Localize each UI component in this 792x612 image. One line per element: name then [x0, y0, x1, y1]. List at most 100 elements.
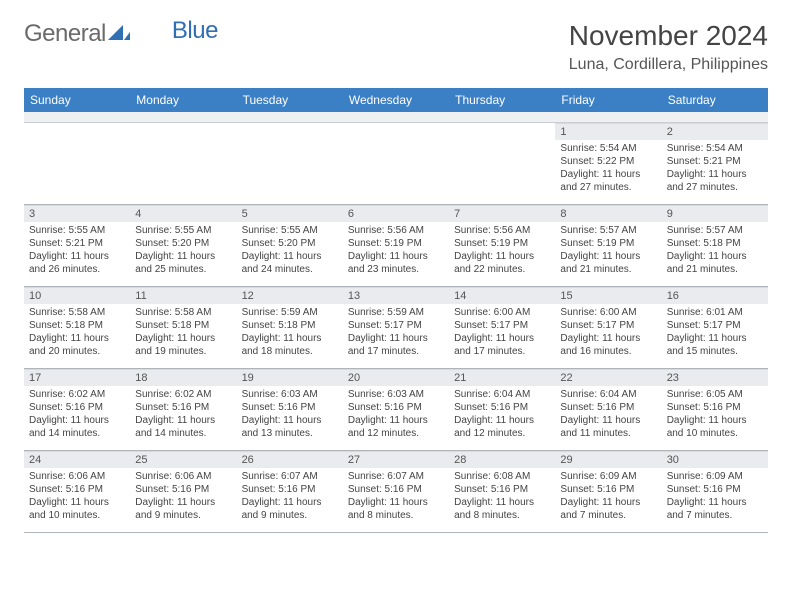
- day-info: Sunrise: 5:59 AMSunset: 5:17 PMDaylight:…: [343, 304, 449, 361]
- daylight-text: Daylight: 11 hours and 16 minutes.: [560, 332, 656, 358]
- day-info: Sunrise: 6:02 AMSunset: 5:16 PMDaylight:…: [130, 386, 236, 443]
- sunset-text: Sunset: 5:16 PM: [242, 483, 338, 496]
- day-info: Sunrise: 5:54 AMSunset: 5:22 PMDaylight:…: [555, 140, 661, 197]
- day-cell: 23Sunrise: 6:05 AMSunset: 5:16 PMDayligh…: [662, 368, 768, 450]
- sunrise-text: Sunrise: 6:09 AM: [667, 470, 763, 483]
- daylight-text: Daylight: 11 hours and 15 minutes.: [667, 332, 763, 358]
- dow-tuesday: Tuesday: [237, 88, 343, 112]
- day-info: Sunrise: 5:56 AMSunset: 5:19 PMDaylight:…: [343, 222, 449, 279]
- day-number: 29: [555, 451, 661, 468]
- sunrise-text: Sunrise: 6:03 AM: [242, 388, 338, 401]
- sunset-text: Sunset: 5:19 PM: [348, 237, 444, 250]
- sunrise-text: Sunrise: 5:55 AM: [242, 224, 338, 237]
- day-info: Sunrise: 5:55 AMSunset: 5:20 PMDaylight:…: [237, 222, 343, 279]
- sunset-text: Sunset: 5:19 PM: [560, 237, 656, 250]
- daylight-text: Daylight: 11 hours and 14 minutes.: [135, 414, 231, 440]
- sunset-text: Sunset: 5:16 PM: [242, 401, 338, 414]
- sunset-text: Sunset: 5:17 PM: [667, 319, 763, 332]
- sunrise-text: Sunrise: 5:55 AM: [29, 224, 125, 237]
- day-cell: 18Sunrise: 6:02 AMSunset: 5:16 PMDayligh…: [130, 368, 236, 450]
- sunset-text: Sunset: 5:16 PM: [135, 483, 231, 496]
- daylight-text: Daylight: 11 hours and 10 minutes.: [29, 496, 125, 522]
- daylight-text: Daylight: 11 hours and 9 minutes.: [135, 496, 231, 522]
- day-cell: [343, 122, 449, 204]
- sunrise-text: Sunrise: 6:05 AM: [667, 388, 763, 401]
- day-cell: 27Sunrise: 6:07 AMSunset: 5:16 PMDayligh…: [343, 450, 449, 532]
- daylight-text: Daylight: 11 hours and 11 minutes.: [560, 414, 656, 440]
- daylight-text: Daylight: 11 hours and 21 minutes.: [667, 250, 763, 276]
- sunrise-text: Sunrise: 5:54 AM: [667, 142, 763, 155]
- daylight-text: Daylight: 11 hours and 13 minutes.: [242, 414, 338, 440]
- day-cell: [130, 122, 236, 204]
- day-info: Sunrise: 6:06 AMSunset: 5:16 PMDaylight:…: [24, 468, 130, 525]
- day-info: Sunrise: 6:03 AMSunset: 5:16 PMDaylight:…: [343, 386, 449, 443]
- daylight-text: Daylight: 11 hours and 25 minutes.: [135, 250, 231, 276]
- day-info: Sunrise: 6:06 AMSunset: 5:16 PMDaylight:…: [130, 468, 236, 525]
- day-info: Sunrise: 6:05 AMSunset: 5:16 PMDaylight:…: [662, 386, 768, 443]
- daylight-text: Daylight: 11 hours and 8 minutes.: [454, 496, 550, 522]
- sunrise-text: Sunrise: 6:02 AM: [135, 388, 231, 401]
- day-cell: 21Sunrise: 6:04 AMSunset: 5:16 PMDayligh…: [449, 368, 555, 450]
- sunset-text: Sunset: 5:18 PM: [242, 319, 338, 332]
- sunrise-text: Sunrise: 6:00 AM: [560, 306, 656, 319]
- day-number: 22: [555, 369, 661, 386]
- day-cell: [449, 122, 555, 204]
- sunrise-text: Sunrise: 5:55 AM: [135, 224, 231, 237]
- sunrise-text: Sunrise: 6:03 AM: [348, 388, 444, 401]
- day-number: 26: [237, 451, 343, 468]
- sunset-text: Sunset: 5:18 PM: [135, 319, 231, 332]
- week-row: 3Sunrise: 5:55 AMSunset: 5:21 PMDaylight…: [24, 204, 768, 286]
- sunrise-text: Sunrise: 6:06 AM: [135, 470, 231, 483]
- sunset-text: Sunset: 5:16 PM: [667, 483, 763, 496]
- sunrise-text: Sunrise: 5:56 AM: [348, 224, 444, 237]
- day-number: 25: [130, 451, 236, 468]
- sunset-text: Sunset: 5:16 PM: [667, 401, 763, 414]
- week-row: 10Sunrise: 5:58 AMSunset: 5:18 PMDayligh…: [24, 286, 768, 368]
- dow-wednesday: Wednesday: [343, 88, 449, 112]
- calendar-table: Sunday Monday Tuesday Wednesday Thursday…: [24, 88, 768, 533]
- sunrise-text: Sunrise: 6:06 AM: [29, 470, 125, 483]
- sunset-text: Sunset: 5:16 PM: [560, 483, 656, 496]
- sunrise-text: Sunrise: 6:02 AM: [29, 388, 125, 401]
- day-cell: 2Sunrise: 5:54 AMSunset: 5:21 PMDaylight…: [662, 122, 768, 204]
- daylight-text: Daylight: 11 hours and 10 minutes.: [667, 414, 763, 440]
- day-info: Sunrise: 6:02 AMSunset: 5:16 PMDaylight:…: [24, 386, 130, 443]
- calendar-page: General Blue November 2024 Luna, Cordill…: [0, 0, 792, 549]
- day-cell: 6Sunrise: 5:56 AMSunset: 5:19 PMDaylight…: [343, 204, 449, 286]
- sunset-text: Sunset: 5:16 PM: [348, 401, 444, 414]
- day-cell: 15Sunrise: 6:00 AMSunset: 5:17 PMDayligh…: [555, 286, 661, 368]
- day-cell: 9Sunrise: 5:57 AMSunset: 5:18 PMDaylight…: [662, 204, 768, 286]
- daylight-text: Daylight: 11 hours and 22 minutes.: [454, 250, 550, 276]
- day-cell: 12Sunrise: 5:59 AMSunset: 5:18 PMDayligh…: [237, 286, 343, 368]
- day-number: 23: [662, 369, 768, 386]
- sunset-text: Sunset: 5:18 PM: [29, 319, 125, 332]
- sunrise-text: Sunrise: 5:59 AM: [242, 306, 338, 319]
- sunrise-text: Sunrise: 6:04 AM: [454, 388, 550, 401]
- day-info: Sunrise: 5:58 AMSunset: 5:18 PMDaylight:…: [24, 304, 130, 361]
- day-cell: 14Sunrise: 6:00 AMSunset: 5:17 PMDayligh…: [449, 286, 555, 368]
- title-block: November 2024 Luna, Cordillera, Philippi…: [569, 20, 768, 74]
- sunrise-text: Sunrise: 6:04 AM: [560, 388, 656, 401]
- day-cell: 19Sunrise: 6:03 AMSunset: 5:16 PMDayligh…: [237, 368, 343, 450]
- day-number: 13: [343, 287, 449, 304]
- sunset-text: Sunset: 5:21 PM: [29, 237, 125, 250]
- day-cell: [237, 122, 343, 204]
- day-number: 8: [555, 205, 661, 222]
- sunrise-text: Sunrise: 6:09 AM: [560, 470, 656, 483]
- day-cell: 5Sunrise: 5:55 AMSunset: 5:20 PMDaylight…: [237, 204, 343, 286]
- day-number: 2: [662, 123, 768, 140]
- brand-logo: General Blue: [24, 20, 218, 48]
- day-info: Sunrise: 5:57 AMSunset: 5:19 PMDaylight:…: [555, 222, 661, 279]
- day-cell: 20Sunrise: 6:03 AMSunset: 5:16 PMDayligh…: [343, 368, 449, 450]
- daylight-text: Daylight: 11 hours and 8 minutes.: [348, 496, 444, 522]
- sunset-text: Sunset: 5:17 PM: [560, 319, 656, 332]
- daylight-text: Daylight: 11 hours and 20 minutes.: [29, 332, 125, 358]
- day-cell: [24, 122, 130, 204]
- day-info: Sunrise: 6:09 AMSunset: 5:16 PMDaylight:…: [555, 468, 661, 525]
- day-cell: 7Sunrise: 5:56 AMSunset: 5:19 PMDaylight…: [449, 204, 555, 286]
- day-info: Sunrise: 6:00 AMSunset: 5:17 PMDaylight:…: [555, 304, 661, 361]
- day-cell: 25Sunrise: 6:06 AMSunset: 5:16 PMDayligh…: [130, 450, 236, 532]
- sunrise-text: Sunrise: 6:01 AM: [667, 306, 763, 319]
- sunset-text: Sunset: 5:18 PM: [667, 237, 763, 250]
- daylight-text: Daylight: 11 hours and 18 minutes.: [242, 332, 338, 358]
